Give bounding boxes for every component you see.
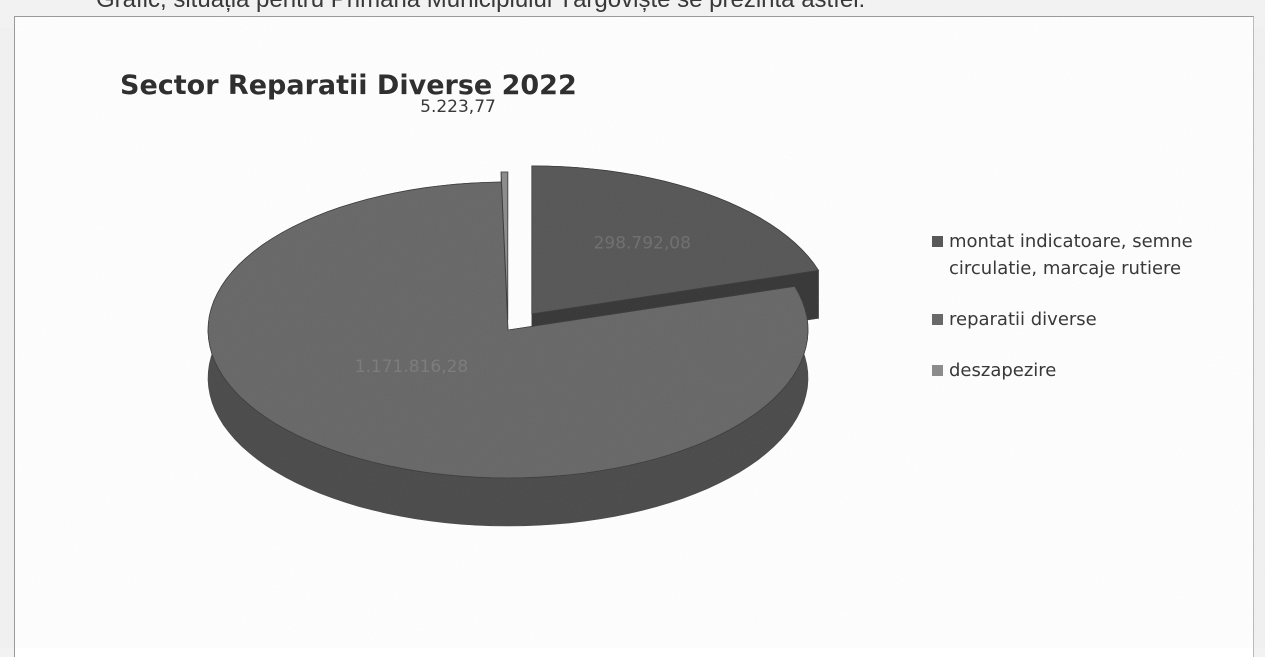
- legend-item-1: reparatii diverse: [932, 306, 1232, 333]
- legend-label-0: montat indicatoare, semne circulatie, ma…: [949, 231, 1193, 279]
- chart-legend: montat indicatoare, semne circulatie, ma…: [932, 228, 1232, 408]
- legend-swatch-1: [932, 314, 943, 325]
- data-label-0: 298.792,08: [594, 233, 691, 253]
- legend-swatch-2: [932, 365, 943, 376]
- legend-item-0: montat indicatoare, semne circulatie, ma…: [932, 228, 1232, 282]
- legend-label-2: deszapezire: [949, 360, 1057, 381]
- legend-item-2: deszapezire: [932, 357, 1232, 384]
- data-label-2: 5.223,77: [420, 97, 496, 117]
- pie-layer: [207, 165, 820, 527]
- legend-label-1: reparatii diverse: [949, 309, 1097, 330]
- legend-swatch-0: [932, 236, 943, 247]
- data-label-1: 1.171.816,28: [355, 357, 469, 377]
